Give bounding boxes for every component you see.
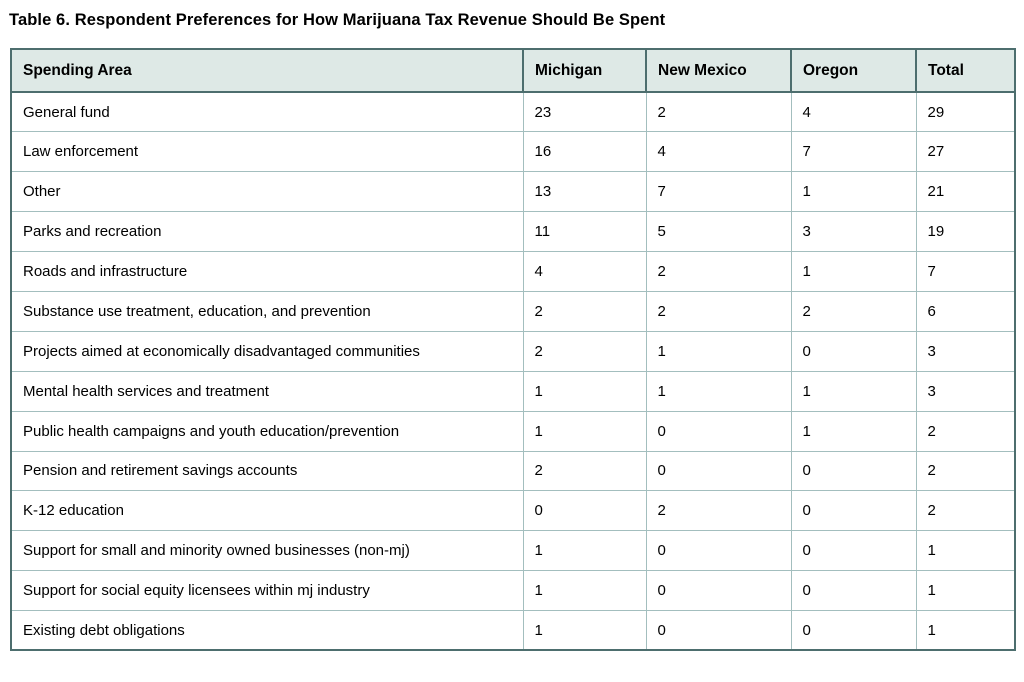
table-row: General fund 23 2 4 29	[10, 91, 1016, 133]
new-mexico-value-cell: 1	[645, 330, 792, 372]
michigan-value-cell: 2	[522, 290, 647, 332]
new-mexico-value-cell: 0	[645, 410, 792, 452]
michigan-value-cell: 2	[522, 450, 647, 492]
table-row: Pension and retirement savings accounts 2…	[10, 450, 1016, 492]
col-header-total: Total	[915, 48, 1016, 93]
new-mexico-value-cell: 2	[645, 490, 792, 532]
table-row: Support for social equity licensees with…	[10, 570, 1016, 612]
col-header-spending-area: Spending Area	[10, 48, 524, 93]
oregon-value-cell: 7	[790, 131, 917, 173]
total-value-cell: 19	[915, 211, 1016, 253]
header-row: Spending Area Michigan New Mexico Oregon…	[10, 48, 1016, 93]
spending-area-cell: Parks and recreation	[10, 211, 524, 253]
table-row: Other 13 7 1 21	[10, 171, 1016, 213]
new-mexico-value-cell: 4	[645, 131, 792, 173]
new-mexico-value-cell: 0	[645, 450, 792, 492]
total-value-cell: 1	[915, 530, 1016, 572]
oregon-value-cell: 0	[790, 450, 917, 492]
new-mexico-value-cell: 2	[645, 251, 792, 292]
new-mexico-value-cell: 0	[645, 610, 792, 651]
table-row: Existing debt obligations 1 0 0 1	[10, 610, 1016, 651]
oregon-value-cell: 1	[790, 171, 917, 213]
col-header-michigan: Michigan	[522, 48, 647, 93]
oregon-value-cell: 2	[790, 290, 917, 332]
oregon-value-cell: 0	[790, 570, 917, 612]
total-value-cell: 1	[915, 610, 1016, 651]
spending-area-cell: Other	[10, 171, 524, 213]
total-value-cell: 2	[915, 450, 1016, 492]
spending-area-cell: Existing debt obligations	[10, 610, 524, 651]
michigan-value-cell: 1	[522, 530, 647, 572]
total-value-cell: 29	[915, 91, 1016, 133]
spending-area-cell: Projects aimed at economically disadvant…	[10, 330, 524, 372]
col-header-oregon: Oregon	[790, 48, 917, 93]
michigan-value-cell: 16	[522, 131, 647, 173]
oregon-value-cell: 0	[790, 530, 917, 572]
total-value-cell: 6	[915, 290, 1016, 332]
total-value-cell: 3	[915, 370, 1016, 412]
total-value-cell: 2	[915, 410, 1016, 452]
spending-area-cell: Law enforcement	[10, 131, 524, 173]
total-value-cell: 2	[915, 490, 1016, 532]
new-mexico-value-cell: 1	[645, 370, 792, 412]
table-row: Projects aimed at economically disadvant…	[10, 330, 1016, 372]
total-value-cell: 3	[915, 330, 1016, 372]
total-value-cell: 21	[915, 171, 1016, 213]
new-mexico-value-cell: 2	[645, 91, 792, 133]
michigan-value-cell: 2	[522, 330, 647, 372]
spending-area-cell: General fund	[10, 91, 524, 133]
michigan-value-cell: 1	[522, 370, 647, 412]
michigan-value-cell: 13	[522, 171, 647, 213]
spending-area-cell: Substance use treatment, education, and …	[10, 290, 524, 332]
spending-area-cell: Support for small and minority owned bus…	[10, 530, 524, 572]
michigan-value-cell: 1	[522, 570, 647, 612]
michigan-value-cell: 11	[522, 211, 647, 253]
michigan-value-cell: 0	[522, 490, 647, 532]
oregon-value-cell: 0	[790, 610, 917, 651]
new-mexico-value-cell: 0	[645, 530, 792, 572]
spending-area-cell: Mental health services and treatment	[10, 370, 524, 412]
new-mexico-value-cell: 5	[645, 211, 792, 253]
michigan-value-cell: 1	[522, 410, 647, 452]
table-row: Parks and recreation 11 5 3 19	[10, 211, 1016, 253]
oregon-value-cell: 4	[790, 91, 917, 133]
total-value-cell: 7	[915, 251, 1016, 292]
col-header-new-mexico: New Mexico	[645, 48, 792, 93]
spending-table: Spending Area Michigan New Mexico Oregon…	[10, 48, 1016, 652]
table-row: Roads and infrastructure 4 2 1 7	[10, 251, 1016, 292]
oregon-value-cell: 0	[790, 330, 917, 372]
oregon-value-cell: 1	[790, 370, 917, 412]
spending-area-cell: Pension and retirement savings accounts	[10, 450, 524, 492]
table-title: Table 6. Respondent Preferences for How …	[9, 11, 666, 29]
oregon-value-cell: 1	[790, 251, 917, 292]
oregon-value-cell: 0	[790, 490, 917, 532]
spending-area-cell: Public health campaigns and youth educat…	[10, 410, 524, 452]
total-value-cell: 1	[915, 570, 1016, 612]
spending-area-cell: Support for social equity licensees with…	[10, 570, 524, 612]
michigan-value-cell: 23	[522, 91, 647, 133]
new-mexico-value-cell: 7	[645, 171, 792, 213]
table-row: Law enforcement 16 4 7 27	[10, 131, 1016, 173]
table-row: Substance use treatment, education, and …	[10, 290, 1016, 332]
total-value-cell: 27	[915, 131, 1016, 173]
oregon-value-cell: 3	[790, 211, 917, 253]
table-row: Public health campaigns and youth educat…	[10, 410, 1016, 452]
table-body: General fund 23 2 4 29 Law enforcement 16 4 7 27 O…	[10, 91, 1016, 651]
michigan-value-cell: 4	[522, 251, 647, 292]
new-mexico-value-cell: 0	[645, 570, 792, 612]
spending-area-cell: K-12 education	[10, 490, 524, 532]
oregon-value-cell: 1	[790, 410, 917, 452]
spending-area-cell: Roads and infrastructure	[10, 251, 524, 292]
table-row: Support for small and minority owned bus…	[10, 530, 1016, 572]
table-row: K-12 education 0 2 0 2	[10, 490, 1016, 532]
new-mexico-value-cell: 2	[645, 290, 792, 332]
michigan-value-cell: 1	[522, 610, 647, 651]
table-row: Mental health services and treatment 1 1 1 3	[10, 370, 1016, 412]
